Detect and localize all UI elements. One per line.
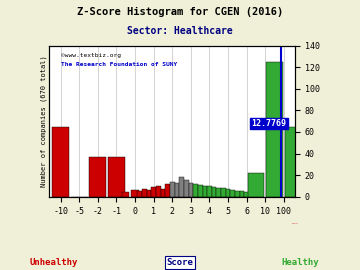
Bar	[221, 188, 226, 197]
Bar	[170, 182, 175, 197]
Bar	[156, 186, 161, 197]
Text: Sector: Healthcare: Sector: Healthcare	[127, 26, 233, 36]
Bar	[248, 173, 264, 197]
Bar	[52, 127, 69, 197]
Y-axis label: Number of companies (670 total): Number of companies (670 total)	[40, 55, 47, 187]
Text: ©www.textbiz.org: ©www.textbiz.org	[60, 53, 121, 58]
Text: Z-Score Histogram for CGEN (2016): Z-Score Histogram for CGEN (2016)	[77, 7, 283, 17]
Bar	[138, 191, 142, 197]
Bar	[193, 184, 198, 197]
Bar	[235, 191, 240, 197]
Bar	[131, 190, 139, 197]
Bar	[226, 189, 230, 197]
Bar	[266, 62, 283, 197]
Bar	[165, 184, 170, 197]
Bar	[108, 157, 125, 197]
Text: 12.7769: 12.7769	[252, 119, 287, 128]
Text: The Research Foundation of SUNY: The Research Foundation of SUNY	[60, 62, 177, 67]
Bar	[189, 183, 193, 197]
Bar	[147, 190, 151, 197]
Bar	[179, 177, 184, 197]
Bar	[207, 186, 212, 197]
Bar	[285, 127, 302, 197]
Bar	[175, 183, 179, 197]
Bar	[244, 193, 249, 197]
Bar	[198, 185, 203, 197]
Text: Unhealthy: Unhealthy	[292, 222, 299, 224]
Bar	[161, 189, 165, 197]
Bar	[151, 187, 156, 197]
Bar	[230, 190, 235, 197]
Text: Healthy: Healthy	[282, 258, 319, 267]
Text: Score: Score	[167, 258, 193, 267]
Bar	[90, 157, 106, 197]
Bar	[203, 186, 207, 197]
Bar	[216, 188, 221, 197]
Bar	[184, 180, 189, 197]
Bar	[212, 187, 216, 197]
Bar	[142, 189, 147, 197]
Bar	[122, 193, 130, 197]
Bar	[240, 191, 244, 197]
Text: Unhealthy: Unhealthy	[30, 258, 78, 267]
